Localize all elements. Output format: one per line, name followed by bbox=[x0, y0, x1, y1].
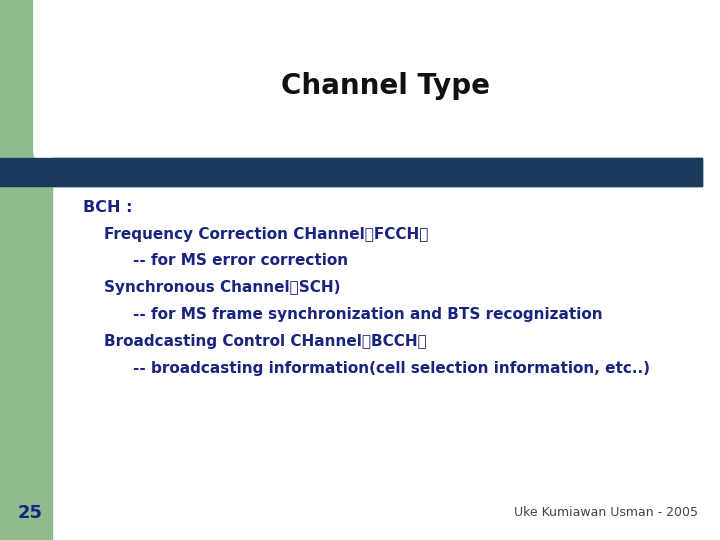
Text: Synchronous Channel（SCH): Synchronous Channel（SCH) bbox=[104, 280, 341, 295]
Text: Uke Kumiawan Usman - 2005: Uke Kumiawan Usman - 2005 bbox=[514, 507, 698, 519]
Bar bbox=[0, 158, 702, 186]
Text: Channel Type: Channel Type bbox=[281, 72, 490, 100]
FancyBboxPatch shape bbox=[34, 0, 720, 165]
Text: -- broadcasting information(cell selection information, etc..): -- broadcasting information(cell selecti… bbox=[133, 361, 650, 376]
Text: 25: 25 bbox=[18, 504, 43, 522]
Bar bbox=[52, 158, 702, 186]
Bar bbox=[0, 0, 52, 540]
Text: -- for MS error correction: -- for MS error correction bbox=[133, 253, 348, 268]
Text: BCH :: BCH : bbox=[83, 200, 132, 215]
Bar bbox=[52, 0, 205, 151]
Bar bbox=[205, 0, 720, 151]
Text: Broadcasting Control CHannel（BCCH）: Broadcasting Control CHannel（BCCH） bbox=[104, 334, 427, 349]
Text: Frequency Correction CHannel（FCCH）: Frequency Correction CHannel（FCCH） bbox=[104, 227, 429, 242]
Text: -- for MS frame synchronization and BTS recognization: -- for MS frame synchronization and BTS … bbox=[133, 307, 603, 322]
